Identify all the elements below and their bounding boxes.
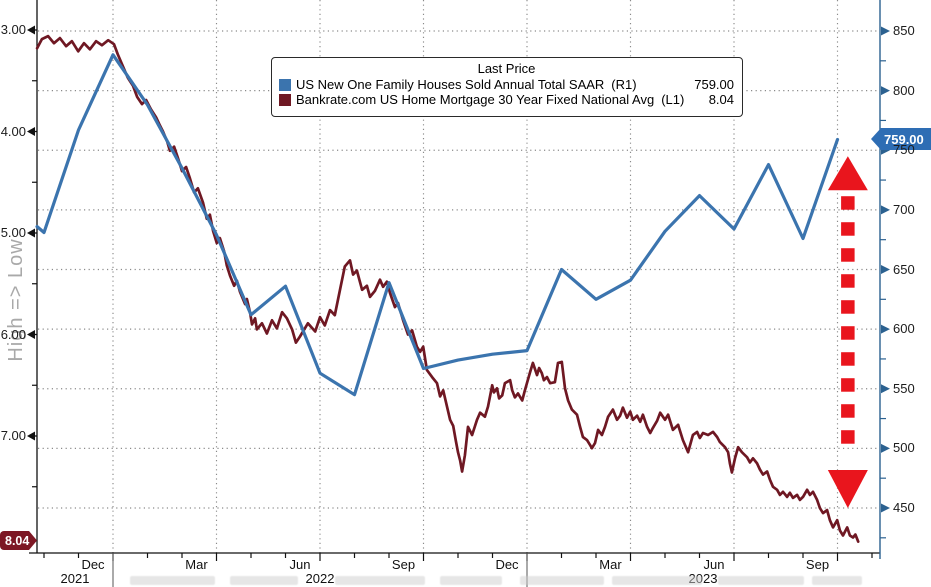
x-axis-month-label: Sep bbox=[391, 557, 416, 572]
left-tick-arrow bbox=[27, 431, 35, 441]
arrow-dash bbox=[841, 352, 855, 366]
x-axis-month-label: Mar bbox=[599, 557, 622, 572]
mortgage-rate-line bbox=[35, 34, 860, 543]
arrow-dash bbox=[841, 430, 855, 444]
right-axis-tick-label: 600 bbox=[893, 321, 915, 337]
right-tick-arrow bbox=[881, 384, 890, 394]
left-axis-tick-label: 7.00 bbox=[0, 428, 26, 443]
x-axis-month-label: Jun bbox=[703, 557, 725, 572]
legend-axis-code: (R1) bbox=[611, 77, 637, 92]
legend-last-value: 759.00 bbox=[694, 77, 734, 92]
legend-row[interactable]: Bankrate.com US Home Mortgage 30 Year Fi… bbox=[279, 92, 734, 107]
x-axis-month-label: Mar bbox=[185, 557, 208, 572]
legend-title: Last Price bbox=[477, 61, 536, 76]
right-axis-tick-label: 750 bbox=[893, 142, 915, 158]
arrow-dash bbox=[841, 196, 855, 210]
arrow-dash bbox=[841, 378, 855, 392]
legend-row[interactable]: US New One Family Houses Sold Annual Tot… bbox=[279, 77, 734, 92]
left-axis-tick-label: 5.00 bbox=[0, 225, 26, 240]
arrow-up-head bbox=[827, 156, 868, 191]
redacted-footer-text bbox=[230, 576, 298, 585]
left-tick-arrow bbox=[27, 330, 35, 339]
right-tick-arrow bbox=[881, 26, 890, 36]
left-axis-tick-label: 6.00 bbox=[0, 326, 26, 342]
arrow-dash bbox=[841, 300, 855, 314]
legend-series-swatch bbox=[279, 78, 291, 91]
redacted-footer-text bbox=[812, 576, 862, 585]
arrow-dash bbox=[841, 326, 855, 340]
right-axis-tick-label: 500 bbox=[893, 440, 915, 456]
right-axis-tick-label: 800 bbox=[893, 82, 915, 98]
legend-series-swatch bbox=[279, 93, 291, 106]
arrow-down-head bbox=[827, 470, 868, 508]
arrow-dash bbox=[841, 222, 855, 236]
arrow-dash bbox=[841, 274, 855, 288]
left-axis-direction-label: High => Low bbox=[5, 238, 27, 362]
redacted-footer-text bbox=[440, 576, 502, 585]
x-axis-month-label: Dec bbox=[495, 557, 519, 572]
left-axis-tick-label: 3.00 bbox=[0, 22, 26, 37]
left-tick-arrow bbox=[27, 25, 35, 35]
right-axis-last-value-badge: 759.00 bbox=[871, 128, 931, 150]
redacted-footer-text bbox=[520, 576, 604, 585]
x-axis-month-label: Sep bbox=[805, 557, 830, 572]
x-axis-year-label: 2021 bbox=[60, 571, 90, 586]
right-axis-tick-label: 700 bbox=[893, 201, 915, 217]
arrow-dash bbox=[841, 404, 855, 418]
legend-axis-code: (L1) bbox=[661, 92, 685, 107]
left-tick-arrow bbox=[27, 127, 35, 136]
legend-last-value: 8.04 bbox=[708, 92, 734, 107]
right-axis-tick-label: 450 bbox=[893, 500, 915, 515]
redacted-footer-text bbox=[335, 576, 425, 585]
right-axis-tick-label: 550 bbox=[893, 380, 915, 396]
x-axis-month-label: Dec bbox=[81, 557, 105, 572]
left-axis-last-value-badge: 8.04 bbox=[0, 531, 37, 550]
legend-series-label: US New One Family Houses Sold Annual Tot… bbox=[296, 77, 605, 92]
right-tick-arrow bbox=[881, 205, 890, 215]
right-tick-arrow bbox=[881, 503, 890, 513]
right-tick-arrow bbox=[881, 324, 890, 334]
legend-series-label: Bankrate.com US Home Mortgage 30 Year Fi… bbox=[296, 92, 655, 107]
right-tick-arrow bbox=[881, 443, 890, 453]
right-axis-tick-label: 850 bbox=[893, 23, 915, 38]
redacted-footer-text bbox=[612, 576, 702, 585]
right-tick-arrow bbox=[881, 86, 890, 96]
arrow-dash bbox=[841, 248, 855, 262]
redacted-footer-text bbox=[130, 576, 215, 585]
redacted-footer-text bbox=[718, 576, 804, 585]
right-tick-arrow bbox=[881, 265, 890, 274]
new-home-sales-line bbox=[35, 53, 840, 397]
x-axis-month-label: Jun bbox=[289, 557, 311, 572]
left-tick-arrow bbox=[27, 228, 35, 238]
legend-box: Last Price US New One Family Houses Sold… bbox=[271, 57, 743, 117]
x-axis-year-label: 2022 bbox=[305, 571, 335, 586]
left-axis-tick-label: 4.00 bbox=[0, 123, 26, 139]
right-axis-tick-label: 650 bbox=[893, 261, 915, 277]
